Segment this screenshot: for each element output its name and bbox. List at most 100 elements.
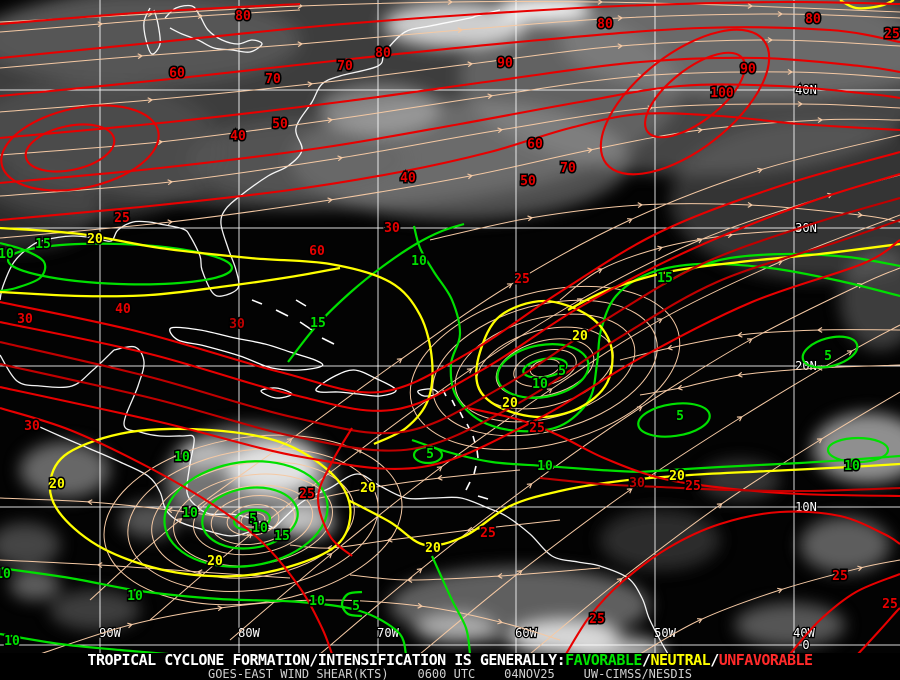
contour-value-label: 5 (558, 364, 566, 379)
cloud-blob (735, 603, 845, 647)
streamline (0, 11, 900, 69)
favorable-label: FAVORABLE (565, 651, 642, 669)
circulation-spiral (127, 447, 379, 593)
contour-value-label: 90 (740, 62, 756, 77)
red-contour (0, 83, 900, 185)
contour-value-label: 5 (249, 512, 257, 527)
red-contour (0, 2, 301, 26)
contour-value-label: 25 (529, 421, 545, 436)
contour-value-label: 20 (502, 396, 518, 411)
contour-value-label: 90 (497, 56, 513, 71)
contour-value-label: 5 (676, 409, 684, 424)
contour-value-label: 10 (127, 589, 143, 604)
red-contour (467, 406, 900, 498)
contour-value-label: 15 (310, 316, 326, 331)
yellow-contour (475, 299, 614, 419)
streamline (529, 391, 900, 654)
contour-value-label: 10 (4, 634, 20, 649)
grid-label-lon: 60W (515, 626, 537, 640)
shear-contours-red (0, 0, 900, 654)
circulation-spiral (409, 285, 681, 451)
green-contour (0, 241, 47, 293)
contour-value-label: 25 (589, 612, 605, 627)
green-contour (340, 590, 363, 618)
contour-value-label: 15 (274, 529, 290, 544)
contour-value-label: 20 (572, 329, 588, 344)
contour-value-label: 10 (0, 247, 14, 262)
grid-label-lon: 70W (377, 626, 399, 640)
contour-value-label: 60 (527, 137, 543, 152)
slash: / (710, 651, 719, 669)
streamline (349, 567, 601, 583)
contour-value-label: 25 (514, 272, 530, 287)
circulation-spiral (192, 484, 314, 556)
streamline (429, 201, 900, 241)
red-contour (0, 196, 900, 435)
yellow-contour (347, 462, 900, 547)
streamline (0, 37, 900, 113)
contour-value-label: 30 (384, 221, 400, 236)
contour-value-label: 10 (532, 377, 548, 392)
streamline (0, 69, 900, 156)
contour-value-label: 15 (35, 237, 51, 252)
green-contour-closed (522, 357, 568, 379)
contour-value-label: 30 (17, 312, 33, 327)
contour-value-label: 100 (710, 86, 734, 101)
contour-value-label: 10 (537, 459, 553, 474)
streamline (309, 469, 521, 501)
contour-value-label: 10 (411, 254, 427, 269)
contour-value-label: 25 (299, 487, 315, 502)
contour-value-label: 25 (480, 526, 496, 541)
contour-value-label: 25 (114, 211, 130, 226)
green-contour-closed (163, 460, 329, 568)
contour-value-label: 10 (252, 521, 268, 536)
red-contour-closed (24, 123, 116, 173)
red-contour (565, 510, 900, 654)
headline-text: TROPICAL CYCLONE FORMATION/INTENSIFICATI… (87, 651, 566, 669)
footer-text: GOES-EAST WIND SHEAR(KTS) 0600 UTC 04NOV… (207, 667, 693, 680)
cloud-blob (600, 510, 720, 570)
contour-value-label: 20 (49, 477, 65, 492)
contour-value-label: 20 (207, 554, 223, 569)
red-contour (0, 112, 900, 222)
red-contour (0, 150, 900, 394)
contour-value-label: 5 (824, 349, 832, 364)
red-contour (0, 172, 900, 412)
small-island (476, 449, 479, 459)
grid-label-lon: 50W (654, 626, 676, 640)
red-contour-closed (599, 28, 771, 176)
green-contour (287, 222, 465, 363)
streamline (0, 497, 231, 519)
yellow-contour (567, 242, 900, 312)
contour-value-label: 30 (229, 317, 245, 332)
circulation-spiral (432, 299, 658, 437)
cloud-blob (320, 85, 440, 135)
streamline (639, 559, 900, 654)
contour-value-label: 50 (272, 117, 288, 132)
cloud-blob (0, 523, 60, 567)
streamline (39, 597, 561, 654)
yellow-contour (48, 427, 352, 578)
neutral-label: NEUTRAL (650, 651, 711, 669)
green-contour (0, 566, 408, 654)
contour-value-label: 40 (115, 302, 131, 317)
streamline (639, 364, 900, 396)
contour-value-label: 5 (426, 447, 434, 462)
green-contour-closed (826, 436, 890, 464)
headline: TROPICAL CYCLONE FORMATION/INTENSIFICATI… (0, 653, 900, 668)
contour-value-label: 70 (337, 59, 353, 74)
green-contour (639, 454, 900, 474)
contour-value-label: 80 (805, 12, 821, 27)
cloud-blob (50, 590, 140, 630)
unfavorable-label: UNFAVORABLE (718, 651, 813, 669)
contour-value-label: 25 (685, 479, 701, 494)
red-contour (857, 607, 900, 654)
circulation-spiral (210, 495, 296, 545)
red-contour (0, 239, 900, 470)
circulation-spiral (103, 434, 403, 606)
contour-value-label: 50 (520, 174, 536, 189)
contour-value-label: 60 (309, 244, 325, 259)
red-contour-closed (0, 104, 160, 192)
